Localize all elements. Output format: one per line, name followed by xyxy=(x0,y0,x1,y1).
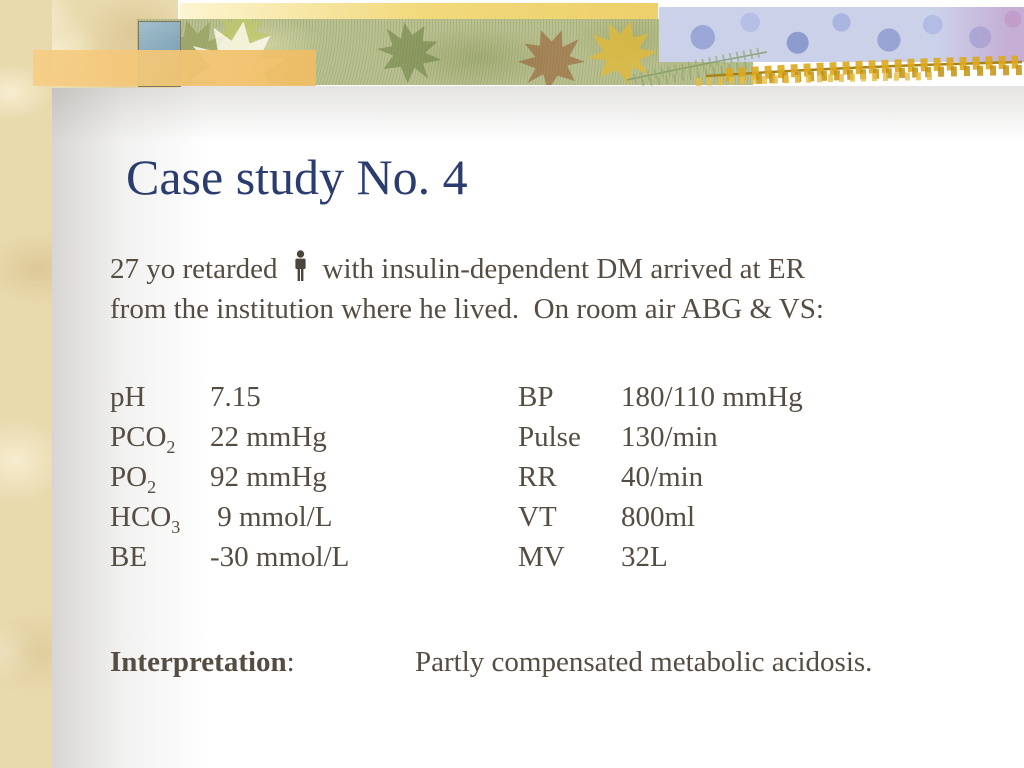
interpretation-row: Interpretation: Partly compensated metab… xyxy=(110,642,1000,682)
abg-values-column: pH 7.15 PCO2 22 mmHg PO2 92 mmHg HCO3 9 mmo… xyxy=(110,377,490,577)
lab-row: Pulse 130/min xyxy=(518,417,938,457)
lab-label: Pulse xyxy=(518,417,621,457)
interpretation-value: Partly compensated metabolic acidosis. xyxy=(415,646,873,678)
vital-signs-column: BP 180/110 mmHg Pulse 130/min RR 40/min VT 8… xyxy=(518,377,938,577)
interpretation-label: Interpretation xyxy=(110,646,287,678)
lab-row: MV 32L xyxy=(518,537,938,577)
intro-line-1: 27 yo retarded with insulin-dependent DM … xyxy=(110,247,990,289)
orange-band-decoration xyxy=(33,50,316,86)
hydrangea-flowers-decoration xyxy=(659,7,1024,62)
lab-label-text: PO xyxy=(110,461,148,493)
lab-value: 9 mmol/L xyxy=(210,501,333,533)
lab-label-text: HCO xyxy=(110,501,172,533)
fern-icon xyxy=(626,47,768,86)
lab-label: RR xyxy=(518,457,621,497)
lab-label-text: pH xyxy=(110,381,146,413)
lab-label: MV xyxy=(518,537,621,577)
intro-paragraph: 27 yo retarded with insulin-dependent DM … xyxy=(110,247,990,329)
lab-label-subscript: 3 xyxy=(171,516,181,537)
lab-label: PO2 xyxy=(110,457,210,497)
lab-value: 130/min xyxy=(621,421,718,453)
lab-row: pH 7.15 xyxy=(110,377,490,417)
lab-value: 40/min xyxy=(621,461,704,493)
interpretation-colon: : xyxy=(286,646,295,678)
maple-leaf-icon xyxy=(517,30,585,85)
lab-label: PCO2 xyxy=(110,417,210,457)
lab-value: 7.15 xyxy=(210,381,261,413)
lab-label-text: VT xyxy=(518,501,557,533)
lab-label-text: Pulse xyxy=(518,421,581,453)
lab-value: 180/110 mmHg xyxy=(621,381,803,413)
intro-line-1-after: with insulin-dependent DM arrived at ER xyxy=(322,253,805,285)
intro-line-2: from the institution where he lived. On … xyxy=(110,293,824,325)
lab-row: BE -30 mmol/L xyxy=(110,537,490,577)
lab-value: 92 mmHg xyxy=(210,461,327,493)
lab-value: -30 mmol/L xyxy=(210,541,350,573)
slide-left-bevel xyxy=(52,0,207,768)
lab-label-text: PCO xyxy=(110,421,167,453)
lab-row: RR 40/min xyxy=(518,457,938,497)
lab-label: VT xyxy=(518,497,621,537)
lab-row: HCO3 9 mmol/L xyxy=(110,497,490,537)
lab-label-text: MV xyxy=(518,541,565,573)
lab-label: HCO3 xyxy=(110,497,210,537)
intro-line-1-before: 27 yo retarded xyxy=(110,253,278,285)
lab-label-subscript: 2 xyxy=(166,436,176,457)
lab-value: 800ml xyxy=(621,501,696,533)
lab-row: PCO2 22 mmHg xyxy=(110,417,490,457)
maple-leaf-icon xyxy=(376,22,442,84)
lab-label: pH xyxy=(110,377,210,417)
lab-label-text: RR xyxy=(518,461,557,493)
lab-row: BP 180/110 mmHg xyxy=(518,377,938,417)
male-person-icon xyxy=(294,250,306,281)
lab-label-text: BE xyxy=(110,541,148,573)
lab-label: BP xyxy=(518,377,621,417)
lab-value: 22 mmHg xyxy=(210,421,327,453)
lab-value: 32L xyxy=(621,541,668,573)
slide-top-bevel xyxy=(52,86,1024,142)
lab-label-text: BP xyxy=(518,381,554,413)
slide-title: Case study No. 4 xyxy=(126,149,468,205)
lab-label: BE xyxy=(110,537,210,577)
tan-left-border xyxy=(0,0,52,768)
lab-row: PO2 92 mmHg xyxy=(110,457,490,497)
wheat-icon xyxy=(696,55,1023,86)
lab-label-subscript: 2 xyxy=(147,476,157,497)
yellow-strip-decoration xyxy=(180,3,658,19)
lab-row: VT 800ml xyxy=(518,497,938,537)
maple-leaf-icon xyxy=(587,21,658,85)
